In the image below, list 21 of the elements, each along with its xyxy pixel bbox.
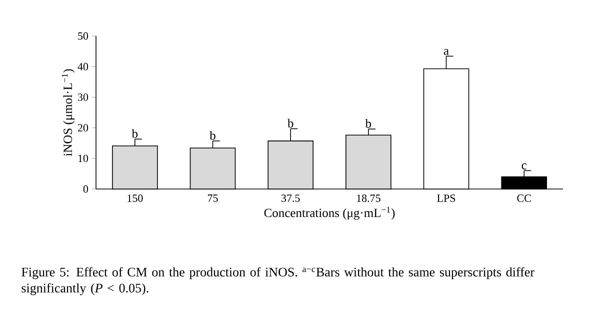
y-tick-label: 40 — [78, 62, 88, 70]
annotation: a — [444, 49, 449, 55]
annotation: b — [210, 130, 216, 140]
y-tick-label: 50 — [78, 32, 88, 40]
y-tick-label: 20 — [78, 124, 88, 132]
y-tick-label: 10 — [78, 154, 88, 162]
x-tick-label: 18.75 — [357, 194, 380, 202]
annotation: c — [522, 163, 526, 170]
annotation: b — [287, 118, 294, 128]
y-tick-label: 30 — [78, 93, 88, 101]
text: Figure 5: Effect of CM on the production of iNOS. $^{a−c}$Bars without the same superscripts differ significantly (P < 0.05). — [22, 267, 534, 296]
x-tick-label: 37.5 — [281, 194, 300, 202]
x-tick-label: 75 — [208, 194, 218, 202]
x-tick-label: LPS — [437, 194, 456, 202]
x-tick-label: CC — [517, 194, 531, 202]
x-tick-label: 150 — [128, 194, 143, 202]
y-tick-label: 0 — [83, 185, 88, 193]
annotation: b — [365, 119, 372, 128]
x-axis-title: Concentrations (μg·mL$^{−1}$) — [264, 206, 395, 220]
annotation: b — [132, 129, 138, 138]
y-axis-title: iNOS (μmol·L$^{−1}$) — [62, 69, 75, 156]
